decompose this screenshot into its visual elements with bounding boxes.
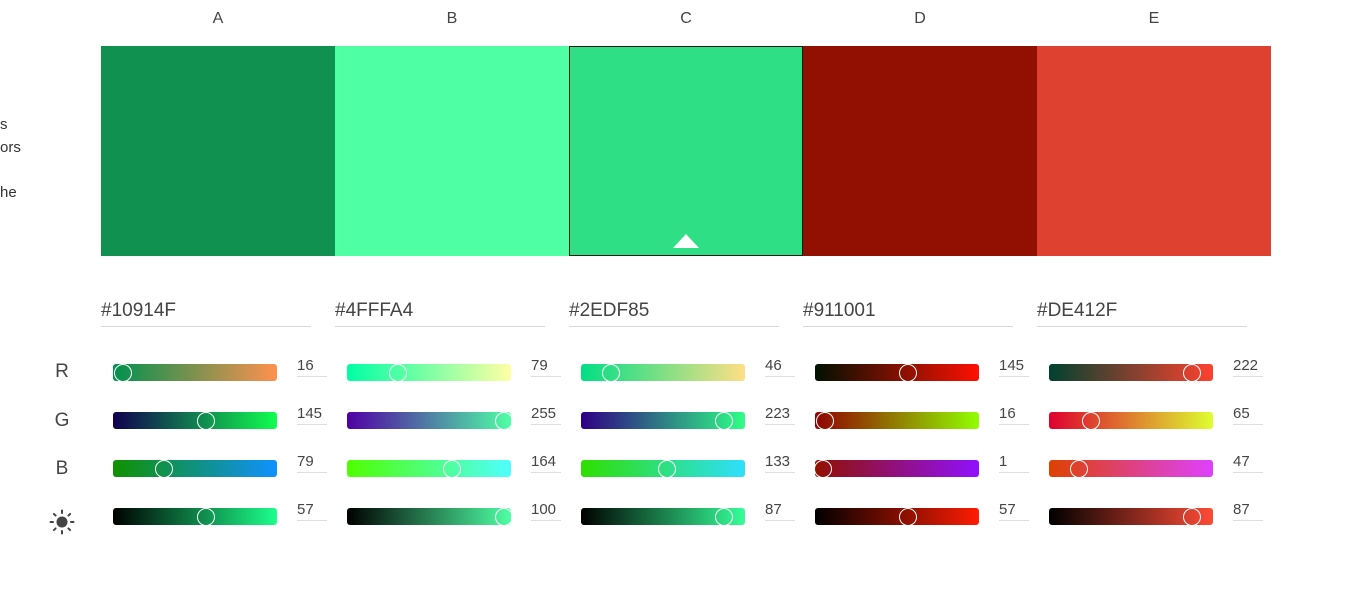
slider-red-e[interactable] — [1049, 363, 1213, 382]
slider-thumb-icon[interactable] — [443, 459, 462, 478]
hex-input-e[interactable] — [1037, 296, 1247, 327]
sidebar-text-fragment-2: ors — [0, 139, 21, 156]
slider-blue-c[interactable] — [581, 459, 745, 478]
sidebar-text-fragment-3: he — [0, 184, 17, 201]
value-input-blue-c[interactable] — [765, 450, 795, 473]
value-input-brightness-b[interactable] — [531, 498, 561, 521]
slider-red-c[interactable] — [581, 363, 745, 382]
value-input-green-b[interactable] — [531, 402, 561, 425]
selected-indicator-icon — [673, 234, 699, 248]
slider-thumb-icon[interactable] — [495, 507, 514, 526]
value-input-blue-e[interactable] — [1233, 450, 1263, 473]
slider-thumb-icon[interactable] — [154, 459, 173, 478]
color-swatch-a[interactable] — [101, 46, 335, 256]
slider-brightness-e[interactable] — [1049, 507, 1213, 526]
slider-red-d[interactable] — [815, 363, 979, 382]
slider-thumb-icon[interactable] — [197, 411, 216, 430]
slider-brightness-c[interactable] — [581, 507, 745, 526]
slider-green-e[interactable] — [1049, 411, 1213, 430]
column-label-e: E — [1148, 10, 1160, 27]
column-label-d: D — [914, 10, 926, 27]
value-input-red-d[interactable] — [999, 354, 1029, 377]
slider-thumb-icon[interactable] — [814, 459, 833, 478]
value-input-red-a[interactable] — [297, 354, 327, 377]
slider-thumb-icon[interactable] — [899, 363, 918, 382]
slider-blue-d[interactable] — [814, 459, 979, 478]
value-input-green-c[interactable] — [765, 402, 795, 425]
slider-thumb-icon[interactable] — [1081, 411, 1100, 430]
hex-input-b[interactable] — [335, 296, 545, 327]
value-input-green-e[interactable] — [1233, 402, 1263, 425]
slider-thumb-icon[interactable] — [388, 363, 407, 382]
slider-brightness-d[interactable] — [815, 507, 979, 526]
slider-green-a[interactable] — [113, 411, 277, 430]
column-label-a: A — [212, 10, 224, 27]
hex-input-a[interactable] — [101, 296, 311, 327]
color-swatch-c[interactable] — [569, 46, 803, 256]
slider-blue-a[interactable] — [113, 459, 277, 478]
value-input-brightness-c[interactable] — [765, 498, 795, 521]
value-input-blue-a[interactable] — [297, 450, 327, 473]
column-label-c: C — [680, 10, 692, 27]
color-swatch-b[interactable] — [335, 46, 569, 256]
value-input-green-a[interactable] — [297, 402, 327, 425]
slider-blue-e[interactable] — [1049, 459, 1213, 478]
value-input-green-d[interactable] — [999, 402, 1029, 425]
slider-thumb-icon[interactable] — [899, 507, 918, 526]
value-input-red-c[interactable] — [765, 354, 795, 377]
slider-thumb-icon[interactable] — [714, 507, 733, 526]
column-label-b: B — [446, 10, 458, 27]
slider-thumb-icon[interactable] — [1182, 507, 1201, 526]
slider-red-b[interactable] — [347, 363, 511, 382]
slider-brightness-b[interactable] — [347, 507, 514, 526]
color-swatch-d[interactable] — [803, 46, 1037, 256]
value-input-blue-d[interactable] — [999, 450, 1029, 473]
slider-green-d[interactable] — [815, 411, 979, 430]
row-label-red: R — [55, 361, 69, 382]
slider-thumb-icon[interactable] — [1070, 459, 1089, 478]
row-label-green: G — [54, 410, 70, 431]
value-input-red-b[interactable] — [531, 354, 561, 377]
slider-red-a[interactable] — [113, 363, 277, 382]
value-input-brightness-e[interactable] — [1233, 498, 1263, 521]
slider-blue-b[interactable] — [347, 459, 511, 478]
hex-input-c[interactable] — [569, 296, 779, 327]
slider-thumb-icon[interactable] — [657, 459, 676, 478]
sidebar-text-fragment-1: s — [0, 116, 8, 133]
slider-brightness-a[interactable] — [113, 507, 277, 526]
value-input-blue-b[interactable] — [531, 450, 561, 473]
color-swatch-e[interactable] — [1037, 46, 1271, 256]
slider-green-b[interactable] — [347, 411, 514, 430]
sun-icon — [49, 509, 75, 535]
slider-green-c[interactable] — [581, 411, 745, 430]
value-input-red-e[interactable] — [1233, 354, 1263, 377]
slider-thumb-icon[interactable] — [816, 411, 835, 430]
slider-thumb-icon[interactable] — [495, 411, 514, 430]
slider-thumb-icon[interactable] — [1182, 363, 1201, 382]
slider-thumb-icon[interactable] — [601, 363, 620, 382]
slider-thumb-icon[interactable] — [715, 411, 734, 430]
value-input-brightness-d[interactable] — [999, 498, 1029, 521]
slider-thumb-icon[interactable] — [197, 507, 216, 526]
value-input-brightness-a[interactable] — [297, 498, 327, 521]
slider-thumb-icon[interactable] — [114, 363, 133, 382]
row-label-blue: B — [55, 458, 69, 479]
hex-input-d[interactable] — [803, 296, 1013, 327]
